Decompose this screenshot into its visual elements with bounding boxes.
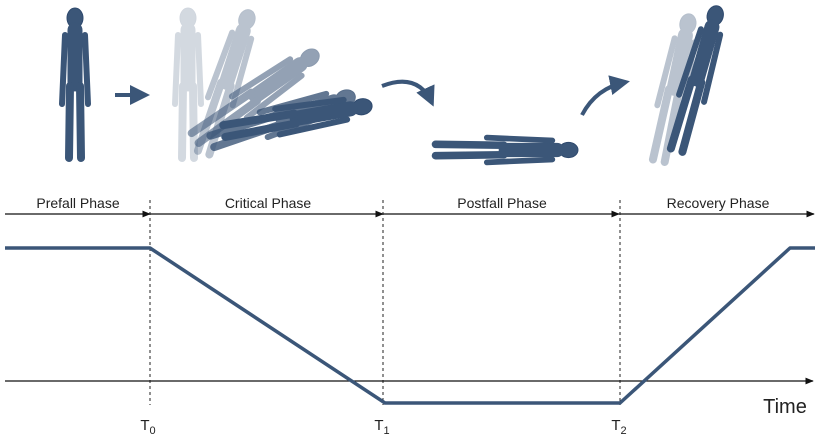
- phase-label: Critical Phase: [225, 195, 312, 211]
- marker-label: T1: [374, 417, 389, 437]
- page: {"phases": ["Prefall Phase", "Critical P…: [0, 0, 820, 440]
- marker-base: T: [374, 417, 383, 434]
- marker-subscript: 0: [150, 425, 156, 437]
- axis-label: Time: [763, 396, 807, 418]
- phase-label: Recovery Phase: [667, 195, 770, 211]
- marker-subscript: 1: [384, 425, 390, 437]
- signal-line: [5, 248, 815, 403]
- marker-label: T2: [611, 417, 626, 437]
- marker-base: T: [140, 417, 149, 434]
- marker-subscript: 2: [621, 425, 627, 437]
- standing-figure: [62, 8, 88, 158]
- fall-phase-diagram: Prefall Phase Critical Phase Postfall Ph…: [0, 0, 820, 440]
- marker-label: T0: [140, 417, 155, 437]
- lying-figure: [436, 138, 579, 163]
- falling-figure: [175, 8, 201, 158]
- progress-arrow: [382, 82, 432, 103]
- phase-label: Prefall Phase: [36, 195, 119, 211]
- marker-base: T: [611, 417, 620, 434]
- progress-arrow: [582, 82, 626, 115]
- phase-label: Postfall Phase: [457, 195, 547, 211]
